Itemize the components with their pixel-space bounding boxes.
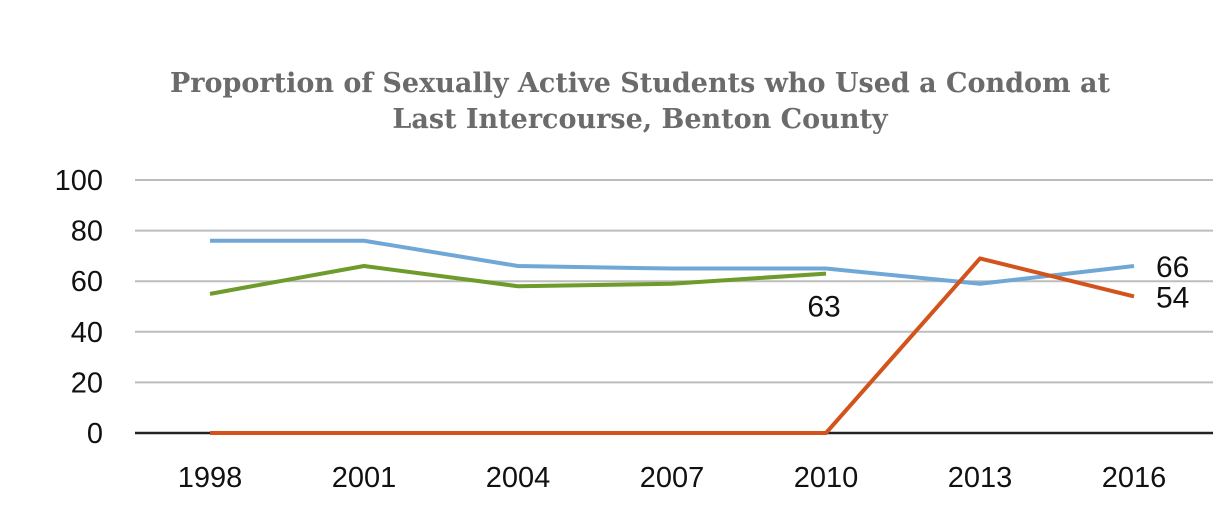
x-tick-label: 2001 (332, 462, 397, 494)
y-tick-label: 0 (87, 418, 103, 450)
chart-title-line-2: Last Intercourse, Benton County (392, 104, 888, 135)
y-tick-label: 100 (55, 165, 103, 197)
y-tick-label: 20 (71, 367, 103, 399)
x-tick-label: 1998 (178, 462, 243, 494)
x-tick-label: 2016 (1102, 462, 1167, 494)
x-tick-label: 2013 (948, 462, 1013, 494)
y-tick-label: 80 (71, 216, 103, 248)
y-tick-label: 40 (71, 317, 103, 349)
x-tick-label: 2010 (794, 462, 859, 494)
chart-title-line-1: Proportion of Sexually Active Students w… (169, 68, 1111, 99)
x-tick-label: 2004 (486, 462, 551, 494)
data-label: 63 (807, 291, 840, 324)
chart-title: Proportion of Sexually Active Students w… (0, 66, 1226, 138)
data-label: 66 (1156, 251, 1189, 284)
data-label: 54 (1156, 281, 1189, 314)
x-tick-label: 2007 (640, 462, 705, 494)
y-tick-label: 60 (71, 266, 103, 298)
